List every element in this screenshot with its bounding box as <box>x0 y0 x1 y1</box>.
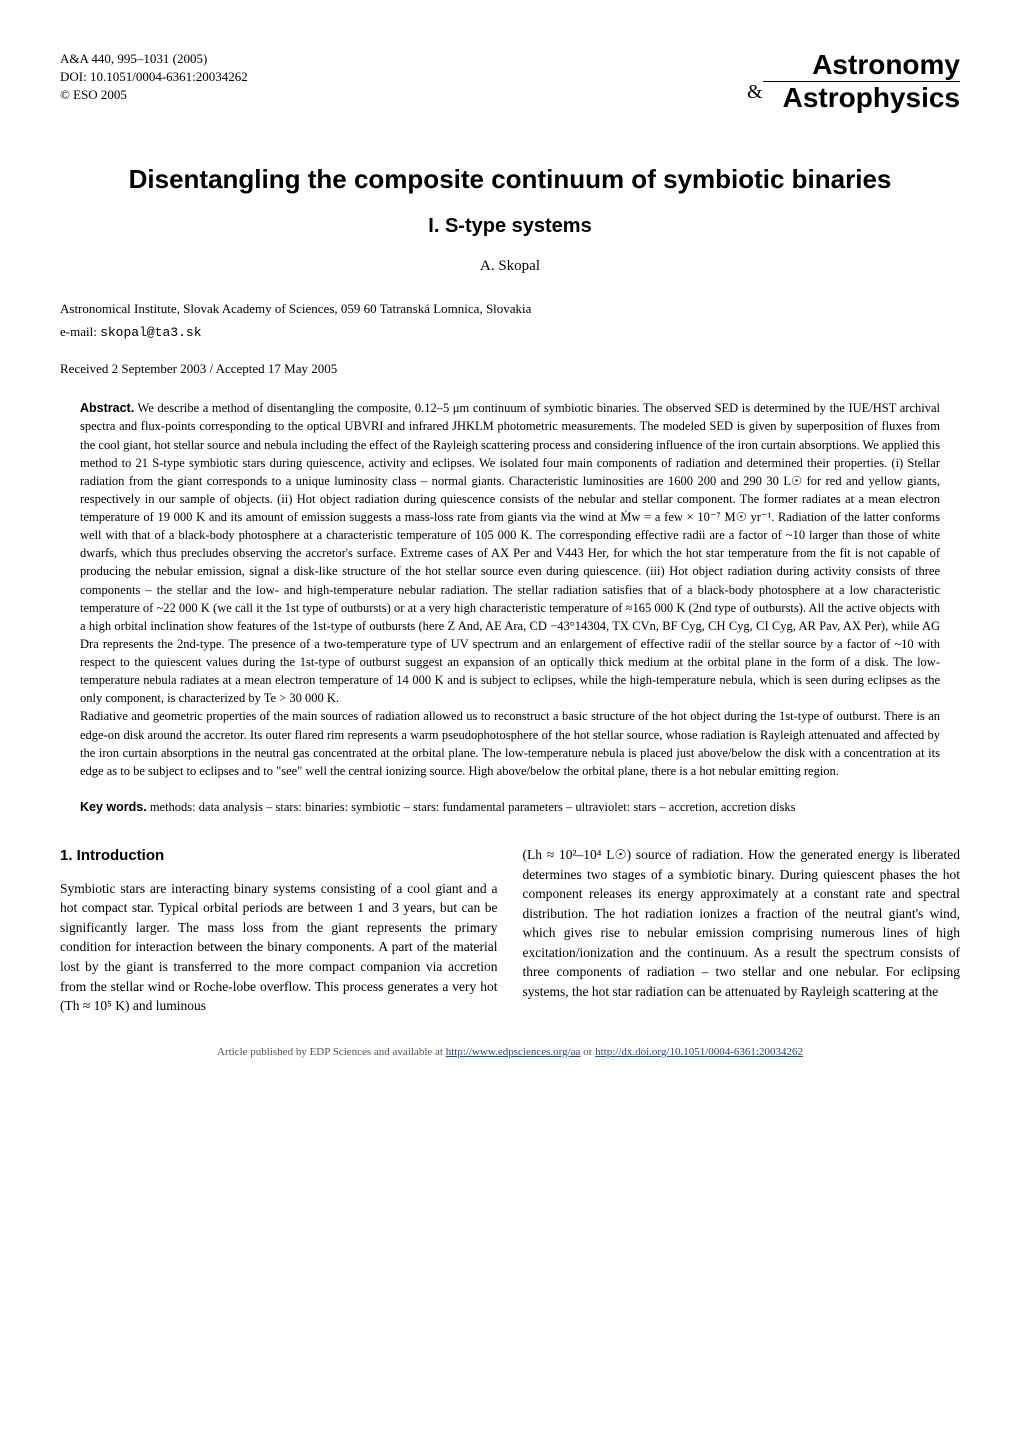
footer-url-2[interactable]: http://dx.doi.org/10.1051/0004-6361:2003… <box>595 1046 803 1058</box>
journal-name-top: Astronomy <box>747 50 960 81</box>
footer-middle: or <box>580 1046 595 1058</box>
received-accepted-dates: Received 2 September 2003 / Accepted 17 … <box>60 360 960 379</box>
email-label: e-mail: <box>60 324 100 339</box>
abstract-text-2: Radiative and geometric properties of th… <box>80 709 940 777</box>
citation-block: A&A 440, 995–1031 (2005) DOI: 10.1051/00… <box>60 50 248 105</box>
journal-name-bottom: Astrophysics <box>763 81 960 114</box>
body-column-left: 1. Introduction Symbiotic stars are inte… <box>60 845 498 1016</box>
paper-subtitle: I. S-type systems <box>60 215 960 238</box>
author-name: A. Skopal <box>60 258 960 275</box>
journal-logo: Astronomy &Astrophysics <box>747 50 960 114</box>
affiliation-block: Astronomical Institute, Slovak Academy o… <box>60 300 960 380</box>
body-column-right: (Lh ≈ 10²–10⁴ L☉) source of radiation. H… <box>523 845 961 1016</box>
affiliation-text: Astronomical Institute, Slovak Academy o… <box>60 300 960 319</box>
abstract-text-1: We describe a method of disentangling th… <box>80 401 940 705</box>
section-1-heading: 1. Introduction <box>60 845 498 867</box>
citation-line: A&A 440, 995–1031 (2005) <box>60 50 248 68</box>
keywords-block: Key words. methods: data analysis – star… <box>60 800 960 815</box>
email-line: e-mail: skopal@ta3.sk <box>60 323 960 343</box>
footer-url-1[interactable]: http://www.edpsciences.org/aa <box>446 1046 581 1058</box>
email-address: skopal@ta3.sk <box>100 325 201 340</box>
body-paragraph-right: (Lh ≈ 10²–10⁴ L☉) source of radiation. H… <box>523 845 961 1002</box>
copyright-line: © ESO 2005 <box>60 86 248 104</box>
abstract-block: Abstract. We describe a method of disent… <box>60 399 960 780</box>
paper-title: Disentangling the composite continuum of… <box>60 164 960 195</box>
journal-name-bottom-row: &Astrophysics <box>747 81 960 114</box>
footer-publication-link: Article published by EDP Sciences and av… <box>60 1046 960 1058</box>
page-header: A&A 440, 995–1031 (2005) DOI: 10.1051/00… <box>60 50 960 114</box>
keywords-label: Key words. <box>80 800 147 814</box>
keywords-text: methods: data analysis – stars: binaries… <box>147 800 796 814</box>
body-paragraph-left: Symbiotic stars are interacting binary s… <box>60 879 498 1016</box>
footer-prefix: Article published by EDP Sciences and av… <box>217 1046 446 1058</box>
doi-line: DOI: 10.1051/0004-6361:20034262 <box>60 68 248 86</box>
journal-ampersand: & <box>747 81 763 103</box>
body-two-column: 1. Introduction Symbiotic stars are inte… <box>60 845 960 1016</box>
abstract-label: Abstract. <box>80 401 134 415</box>
